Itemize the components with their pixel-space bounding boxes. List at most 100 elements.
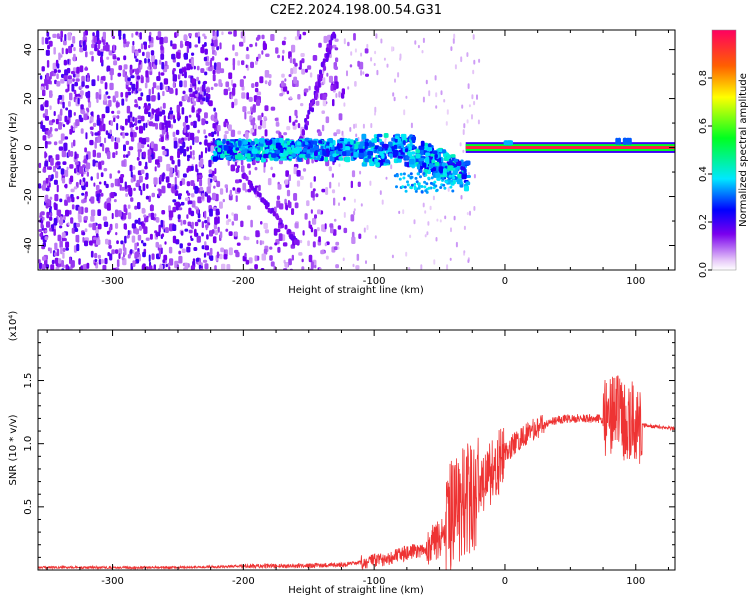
spectrogram-cell [325, 255, 329, 260]
colorbar-tick-label: 0.2 [698, 214, 709, 230]
spectrogram-cell [142, 251, 146, 258]
spectrogram-cell [96, 152, 101, 158]
spectrogram-cell [101, 113, 106, 119]
spectrogram-cell [111, 212, 114, 220]
spectrogram-cell [385, 176, 388, 180]
spectrogram-cell [414, 40, 417, 45]
spectrogram-cell [383, 144, 389, 149]
spectrogram-cell [71, 196, 75, 203]
spectrogram-cell [188, 229, 193, 234]
spectrogram-cell [308, 254, 313, 263]
spectrogram-cell [363, 227, 366, 233]
x-tick-label: -200 [232, 576, 255, 587]
spectrogram-cell [134, 104, 139, 108]
spectrogram-cell [100, 192, 104, 197]
spectrogram-cell [82, 264, 88, 270]
spectrogram-cell [65, 209, 70, 217]
spectrogram-cell [151, 87, 154, 95]
spectrogram-cell [67, 196, 71, 203]
spectrogram-cell [193, 229, 197, 236]
spectrogram-cell [453, 158, 458, 163]
spectrogram-cell [151, 122, 156, 127]
spectrogram-cell [222, 198, 225, 203]
spectrogram-cell [71, 70, 75, 75]
snr-y-ticks: 0.51.01.5 [23, 342, 675, 558]
spectrogram-cell [78, 206, 82, 214]
spectrogram-cell [71, 227, 76, 234]
spectrogram-cell [120, 174, 125, 178]
spectrogram-cell [197, 213, 201, 219]
spectrogram-cell [56, 73, 59, 80]
spectrogram-cell [403, 109, 406, 116]
spectrogram-cell [420, 140, 425, 147]
spectrogram-cell [148, 254, 151, 262]
snr-y-label: SNR (10 * v/v) [8, 414, 19, 485]
spectrogram-cell [49, 196, 53, 200]
spectrogram-cell [442, 183, 446, 187]
x-tick-label: -100 [363, 576, 386, 587]
spectrogram-cell [182, 90, 186, 95]
spectrogram-cell [270, 106, 276, 111]
spectrogram-cell [102, 264, 107, 270]
spectrogram-frame [37, 29, 676, 271]
spectrogram-cell [302, 230, 305, 236]
spectrogram-cell [140, 92, 144, 97]
spectrogram-cell [263, 248, 268, 255]
spectrogram-cell [161, 210, 166, 215]
spectrogram-cell [328, 49, 332, 55]
spectrogram-cell [428, 90, 431, 97]
spectrogram-cell [125, 97, 128, 102]
spectrogram-cell [97, 223, 102, 230]
spectrogram-cell [182, 67, 187, 73]
spectrogram-cell [216, 45, 219, 51]
spectrogram-cell [313, 145, 320, 150]
spectrogram-cell [329, 39, 333, 45]
spectrogram-cell [461, 104, 464, 109]
spectrogram-cell [347, 141, 351, 145]
spectrogram-cell [223, 145, 229, 151]
spectrogram-cell [53, 217, 58, 226]
spectrogram-cell [191, 78, 196, 84]
spectrogram-cell [63, 40, 67, 46]
spectrogram-cell [462, 162, 466, 167]
spectrogram-cell [41, 125, 46, 132]
spectrogram-cell [65, 48, 69, 55]
spectrogram-cell [184, 71, 187, 79]
spectrogram-cell [73, 186, 78, 190]
spectrogram-cell [47, 247, 51, 252]
spectrogram-cell [42, 256, 46, 261]
spectrogram-cell [38, 162, 42, 169]
spectrogram-cell [247, 138, 252, 143]
spectrogram-cell [179, 243, 183, 249]
spectrogram-cell [74, 93, 79, 98]
spectrogram-cell [408, 145, 412, 151]
spectrogram-cell [421, 50, 424, 54]
spectrogram-cell [140, 74, 143, 78]
spectrogram-cell [296, 141, 302, 146]
spectrogram-cell [190, 238, 194, 241]
spectrogram-cell [163, 115, 166, 122]
spectrogram-cell [125, 154, 129, 158]
spectrogram-cell [90, 131, 93, 135]
spectrogram-cell [127, 115, 131, 123]
spectrogram-cell [409, 186, 413, 189]
spectrogram-cell [258, 184, 261, 191]
spectrogram-cell [100, 76, 105, 81]
spectrogram-cell [380, 38, 383, 44]
spectrogram-cell [125, 140, 130, 145]
y-tick-label: -40 [23, 237, 34, 253]
spectrogram-cell [415, 180, 419, 184]
spectrogram-cell [188, 87, 193, 93]
spectrogram-cell [173, 140, 178, 149]
spectrogram-cell [70, 217, 74, 224]
spectrogram-cell [144, 58, 147, 64]
spectrogram-cell [73, 47, 76, 52]
spectrogram-x-ticks: -300 -200 -100 0 100 [46, 30, 669, 287]
spectrogram-cell [91, 79, 96, 87]
spectrogram-cell [176, 206, 179, 211]
spectrogram-cell [446, 154, 451, 159]
spectrogram-cell [195, 109, 198, 114]
spectrogram-cell [213, 185, 216, 189]
spectrogram-cell [267, 207, 271, 213]
